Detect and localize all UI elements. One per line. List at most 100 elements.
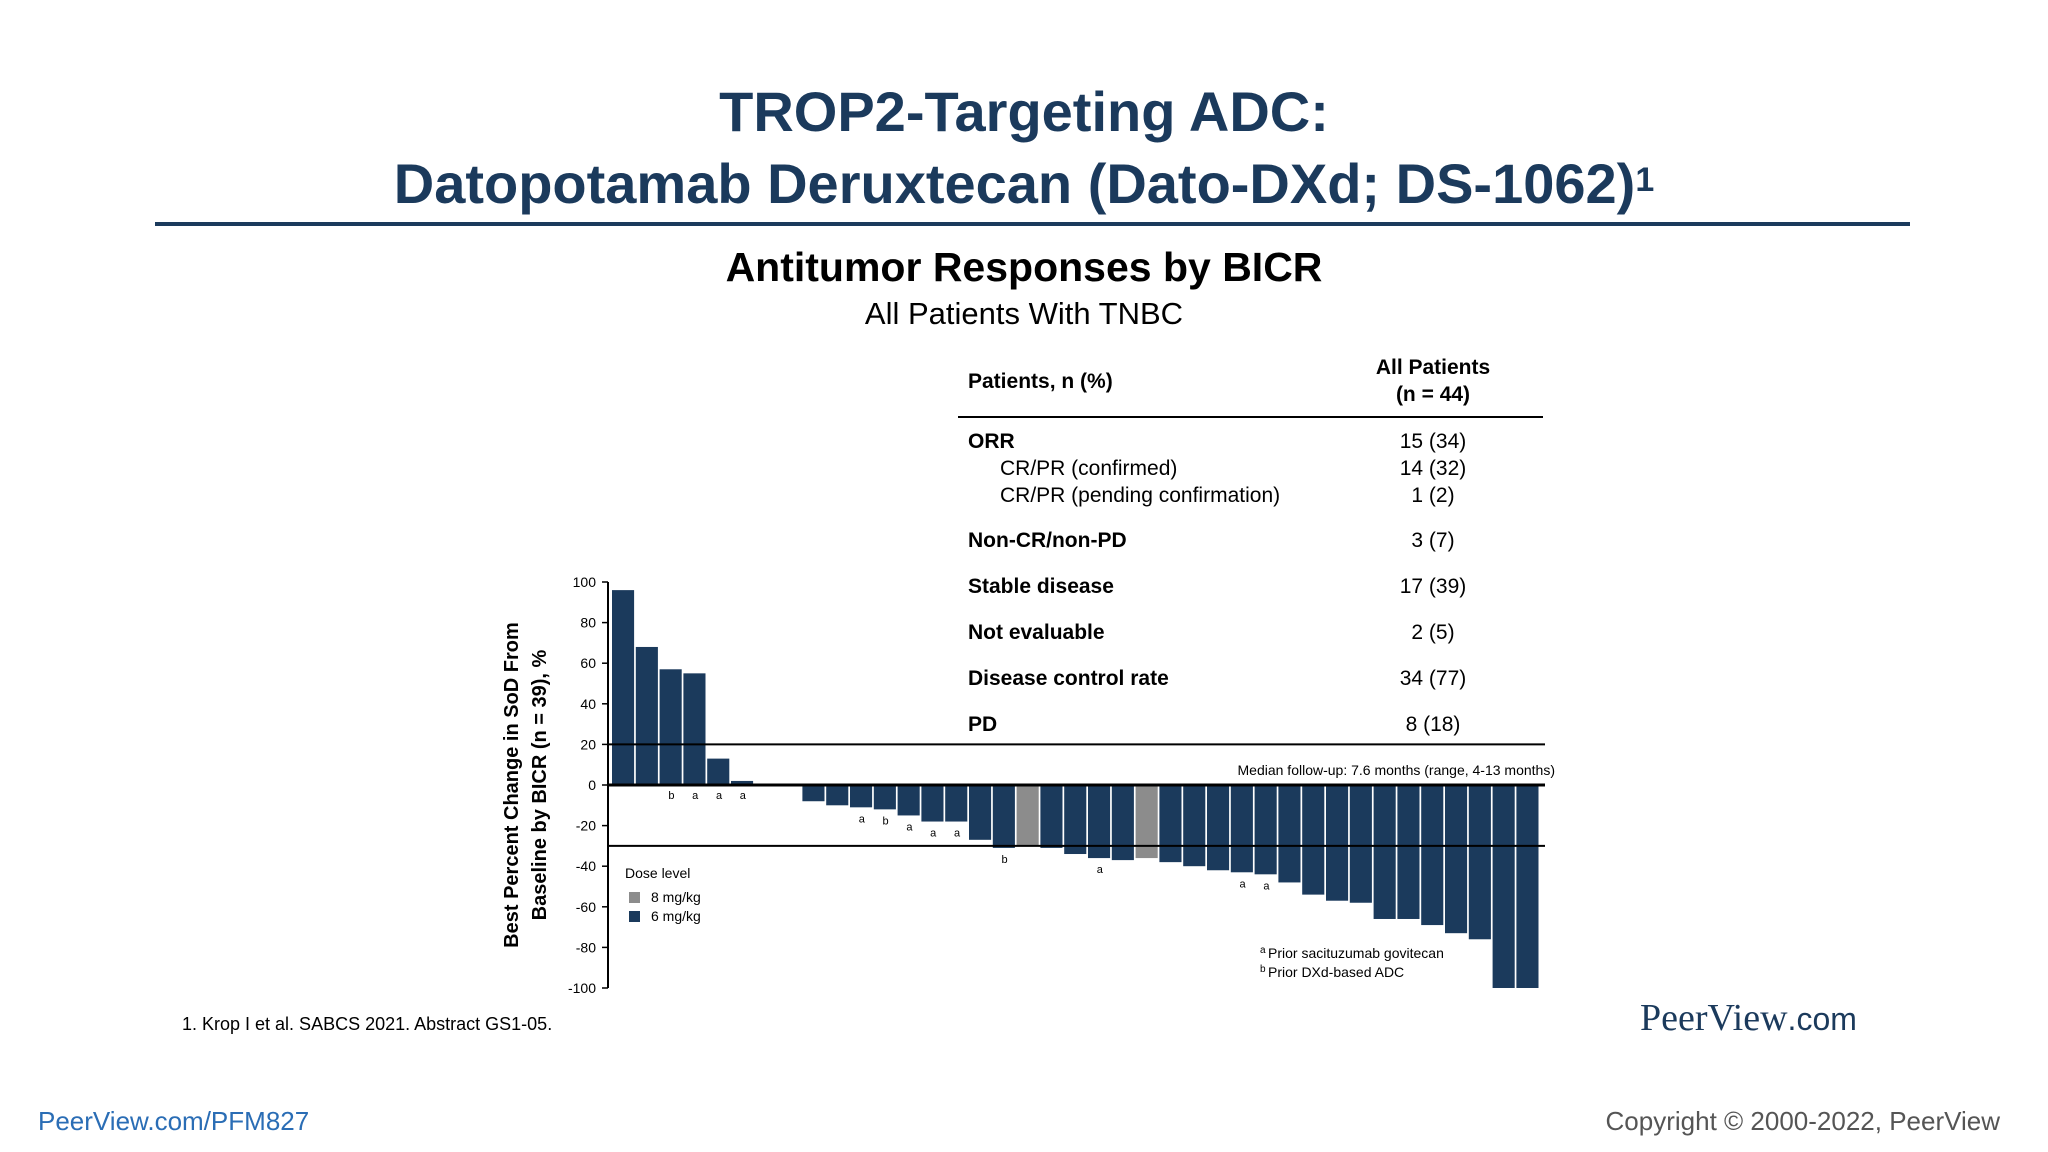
table-row-label: Disease control rate	[968, 667, 1169, 690]
y-axis-label: Best Percent Change in SoD From	[501, 622, 523, 948]
slide-title-line1: TROP2-Targeting ADC:	[719, 80, 1329, 143]
title-divider	[155, 222, 1910, 226]
table-header-right-2: (n = 44)	[1395, 383, 1471, 406]
bar	[612, 590, 635, 785]
bar	[921, 785, 944, 822]
chart-footnote-mark: b	[1260, 964, 1266, 975]
y-tick-label: 100	[573, 574, 597, 590]
y-axis-label: Baseline by BICR (n = 39), %	[529, 649, 551, 920]
bar	[1516, 785, 1539, 988]
table-row-value: 2 (5)	[1411, 621, 1455, 644]
bar	[1326, 785, 1349, 901]
bar-footnote-mark: a	[692, 790, 699, 802]
bar	[826, 785, 849, 806]
chart-footnote-text: Prior DXd-based ADC	[1268, 964, 1404, 980]
bar	[1349, 785, 1372, 903]
legend-label: 8 mg/kg	[651, 889, 701, 905]
bar	[802, 785, 825, 802]
y-tick-label: 40	[580, 696, 596, 712]
bar	[1445, 785, 1468, 934]
table-row-value: 15 (34)	[1399, 430, 1467, 453]
y-tick-label: 80	[580, 615, 596, 631]
bar-footnote-mark: a	[906, 821, 913, 833]
table-row-label: ORR	[968, 430, 1015, 453]
bar	[969, 785, 992, 840]
y-tick-label: 20	[580, 736, 596, 752]
bar	[1302, 785, 1325, 895]
bar-footnote-mark: b	[668, 790, 674, 802]
y-tick-label: 60	[580, 655, 596, 671]
bar-footnote-mark: a	[930, 828, 937, 840]
table-row-value: 14 (32)	[1399, 457, 1467, 480]
bar	[1397, 785, 1420, 919]
logo-suffix: .com	[1787, 1001, 1857, 1037]
table-row-value: 1 (2)	[1411, 484, 1455, 507]
bar	[1040, 785, 1063, 848]
bar	[1159, 785, 1182, 863]
bar	[1111, 785, 1134, 861]
table-row-value: 17 (39)	[1399, 575, 1467, 598]
slide-subsubtitle: All Patients With TNBC	[864, 296, 1184, 331]
bar	[850, 785, 873, 808]
bar	[1064, 785, 1087, 855]
bar	[1254, 785, 1277, 875]
bar	[1183, 785, 1206, 867]
table-row-label: CR/PR (confirmed)	[1000, 457, 1178, 480]
bar	[945, 785, 968, 822]
y-tick-label: -40	[576, 858, 596, 874]
bar	[897, 785, 920, 816]
legend-swatch	[629, 892, 640, 903]
y-tick-label: -80	[576, 939, 596, 955]
title-text: Datopotamab Deruxtecan (Dato-DXd; DS-106…	[393, 152, 1636, 215]
y-tick-label: -100	[568, 980, 596, 996]
bar-footnote-mark: b	[1002, 854, 1008, 866]
table-header-rule	[958, 416, 1543, 418]
bar	[1016, 785, 1039, 846]
bar	[635, 646, 658, 785]
bar	[1135, 785, 1158, 859]
bar	[707, 758, 730, 785]
bar-footnote-mark: a	[1263, 880, 1270, 892]
bar-footnote-mark: a	[1240, 878, 1247, 890]
bar-footnote-mark: a	[859, 813, 866, 825]
bar-footnote-mark: a	[740, 790, 747, 802]
bar-footnote-mark: a	[1097, 864, 1104, 876]
copyright-text: Copyright © 2000-2022, PeerView	[1605, 1106, 2000, 1136]
bar	[1373, 785, 1396, 919]
table-row-label: PD	[968, 713, 998, 736]
bar-footnote-mark: a	[954, 828, 961, 840]
table-row-value: 8 (18)	[1405, 713, 1461, 736]
bar-footnote-mark: b	[883, 815, 889, 827]
chart-footnote-mark: a	[1260, 945, 1266, 956]
y-tick-label: 0	[588, 777, 596, 793]
table-row-label: Stable disease	[968, 575, 1114, 598]
table-row-value: 34 (77)	[1399, 667, 1467, 690]
bar	[1468, 785, 1491, 940]
bar	[1421, 785, 1444, 926]
y-tick-label: -60	[576, 899, 596, 915]
bar	[731, 780, 754, 785]
reference-footnote: 1. Krop I et al. SABCS 2021. Abstract GS…	[182, 1014, 553, 1034]
y-tick-label: -20	[576, 818, 596, 834]
table-row-label: Not evaluable	[968, 621, 1105, 644]
bar	[1278, 785, 1301, 883]
bar	[683, 673, 706, 785]
bar-footnote-mark: a	[716, 790, 723, 802]
peerview-logo: PeerView.com	[1640, 996, 1857, 1040]
title-superscript: 1	[1635, 161, 1655, 199]
bar	[1088, 785, 1111, 859]
table-row-label: Non-CR/non-PD	[968, 529, 1127, 552]
legend-swatch	[629, 911, 640, 922]
bar	[1207, 785, 1230, 871]
bar	[659, 669, 682, 785]
bottom-left-link[interactable]: PeerView.com/PFM827	[38, 1106, 310, 1136]
chart-footnote-text: Prior sacituzumab govitecan	[1268, 945, 1444, 961]
slide-subtitle: Antitumor Responses by BICR	[725, 244, 1323, 290]
bar	[873, 785, 896, 810]
table-header-left: Patients, n (%)	[968, 370, 1113, 393]
bar	[1492, 785, 1515, 988]
bar	[992, 785, 1015, 848]
bar	[1230, 785, 1253, 873]
table-row-label: CR/PR (pending confirmation)	[1000, 484, 1281, 507]
